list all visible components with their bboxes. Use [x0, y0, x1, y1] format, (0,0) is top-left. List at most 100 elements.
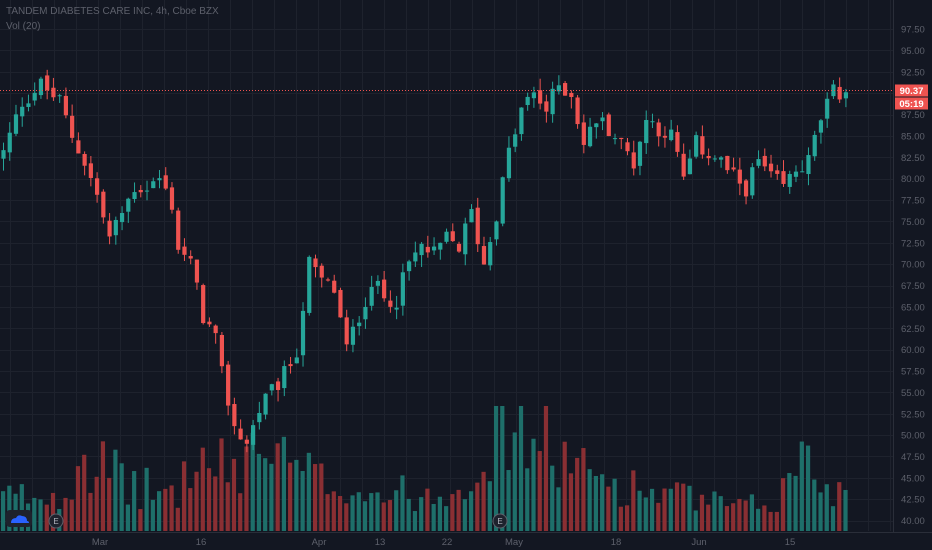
- earnings-marker[interactable]: E: [492, 513, 508, 529]
- candle-body: [531, 92, 536, 99]
- earnings-marker[interactable]: E: [48, 513, 64, 529]
- candle-body: [76, 140, 81, 154]
- volume-bar: [144, 467, 149, 531]
- volume-bar: [643, 497, 648, 531]
- volume-bar: [381, 502, 386, 531]
- candle-body: [450, 231, 455, 242]
- volume-bar: [462, 499, 467, 531]
- symbol-title[interactable]: TANDEM DIABETES CARE INC, 4h, Cboe BZX: [6, 6, 219, 17]
- volume-bar: [793, 475, 798, 531]
- volume-bar: [781, 478, 786, 531]
- volume-bar: [200, 447, 205, 531]
- volume-bar: [231, 458, 237, 531]
- volume-bar: [150, 499, 155, 531]
- volume-bar: [737, 498, 742, 531]
- candle-body: [282, 366, 287, 389]
- volume-bar: [450, 494, 455, 531]
- candle-body: [363, 306, 368, 320]
- volume-bar: [337, 496, 343, 531]
- candle-body: [38, 78, 44, 96]
- price-axis-label: 62.50: [901, 324, 925, 335]
- volume-bar: [543, 406, 549, 531]
- volume-bar: [787, 473, 792, 531]
- volume-bar: [568, 473, 574, 531]
- time-axis[interactable]: Mar 16 Apr 13 22 May 18 Jun 15: [92, 537, 795, 548]
- time-axis-label: 16: [196, 537, 207, 548]
- candle-body: [494, 221, 499, 240]
- volume-bar: [631, 470, 636, 531]
- candle-body: [169, 187, 175, 210]
- candles: [1, 69, 848, 453]
- volume-bar: [288, 462, 293, 531]
- candle-body: [20, 106, 25, 117]
- candle-body: [313, 258, 318, 268]
- candle-body: [825, 98, 830, 119]
- price-axis-label: 82.50: [901, 153, 925, 164]
- candle-body: [82, 154, 87, 166]
- volume-bar: [331, 491, 336, 531]
- candle-body: [300, 310, 306, 356]
- candle-body: [126, 198, 131, 212]
- volume-bar: [487, 481, 492, 531]
- brand-logo[interactable]: [6, 510, 32, 527]
- price-axis-label: 40.00: [901, 516, 925, 527]
- volume-bar: [437, 496, 442, 531]
- earnings-marker-circle: [48, 513, 64, 529]
- volume-bar: [768, 511, 773, 531]
- candle-body: [743, 180, 749, 197]
- candle-body: [444, 231, 449, 242]
- price-axis-label: 95.00: [901, 46, 925, 57]
- price-axis[interactable]: 40.00 42.50 45.00 47.50 50.00 52.50 55.00 57.50…: [901, 25, 925, 527]
- volume-bar: [493, 406, 499, 531]
- candle-body: [506, 147, 512, 179]
- candle-body: [357, 322, 362, 327]
- candle-body: [251, 425, 256, 445]
- last-price-tag-bg: [895, 84, 928, 97]
- volume-bar: [412, 511, 418, 531]
- candle-body: [207, 321, 212, 325]
- volume-bar: [119, 463, 124, 531]
- candle-body: [344, 317, 349, 345]
- volume-bar: [44, 504, 49, 531]
- candle-body: [563, 83, 568, 96]
- candle-body: [787, 174, 792, 187]
- countdown-tag-text: 05:19: [899, 99, 923, 110]
- volume-indicator-label[interactable]: Vol (20): [6, 21, 41, 32]
- price-axis-label: 65.00: [901, 302, 925, 313]
- volume-bar: [500, 406, 505, 531]
- candle-body: [625, 142, 630, 152]
- price-axis-label: 85.00: [901, 131, 925, 142]
- candle-body: [338, 289, 343, 318]
- candle-body: [550, 88, 555, 115]
- time-axis-label: Apr: [312, 537, 327, 548]
- volume-bar: [525, 468, 530, 531]
- earnings-marker-label: E: [53, 517, 58, 526]
- volume-bar: [469, 491, 474, 531]
- candle-body: [837, 86, 842, 100]
- volume-bar: [369, 493, 374, 531]
- price-axis-label: 60.00: [901, 345, 925, 356]
- price-axis-label: 45.00: [901, 473, 925, 484]
- volume-bar: [1, 491, 6, 531]
- candle-body: [481, 246, 487, 265]
- volume-bar: [206, 468, 212, 531]
- candle-body: [407, 261, 412, 272]
- candle-body: [95, 178, 100, 195]
- volume-bar: [225, 482, 230, 531]
- volume-bar: [7, 485, 12, 531]
- volume-bar: [344, 503, 349, 531]
- candle-body: [650, 121, 655, 123]
- candle-body: [263, 393, 268, 415]
- volume-bar: [400, 475, 405, 531]
- candle-body: [45, 75, 50, 91]
- volume-bar: [581, 448, 586, 531]
- volume-bar: [731, 503, 736, 531]
- candle-body: [488, 242, 493, 266]
- candle-body: [575, 97, 580, 125]
- candle-body: [88, 163, 93, 178]
- candle-body: [275, 381, 281, 391]
- time-axis-label: Mar: [92, 537, 108, 548]
- volume-bar: [419, 497, 424, 531]
